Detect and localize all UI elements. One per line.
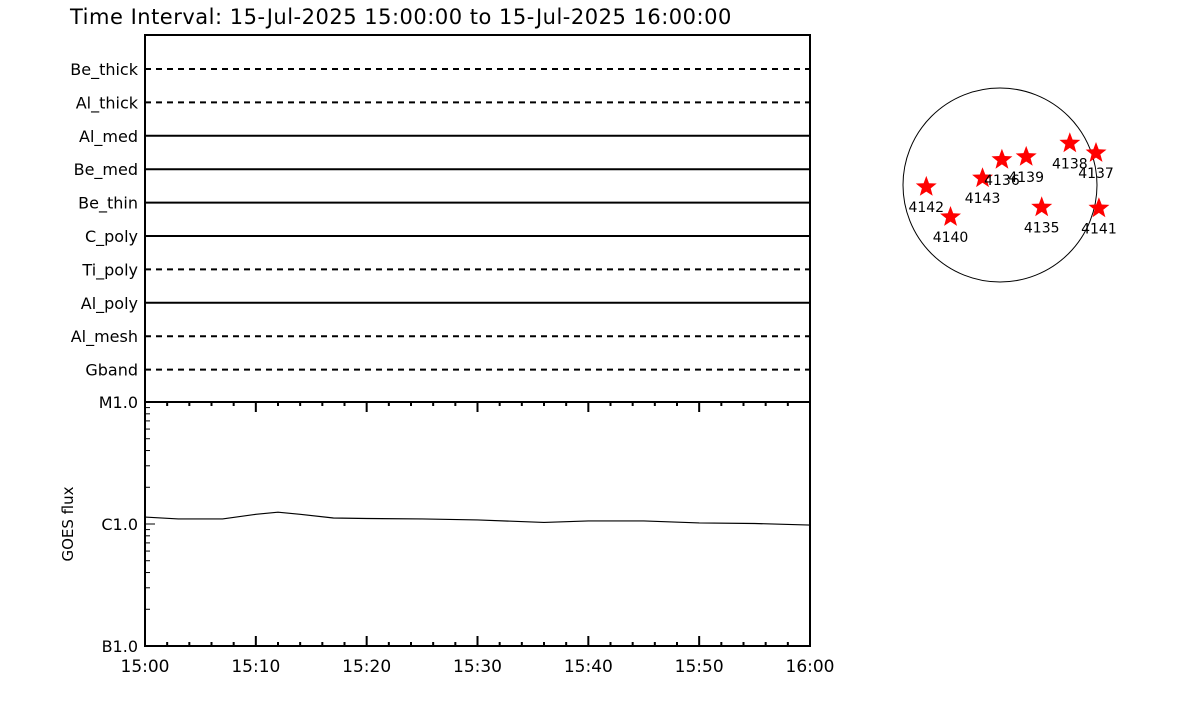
x-tick-label: 15:50: [675, 657, 724, 677]
y-tick-label: M1.0: [99, 393, 138, 412]
filter-label: Al_mesh: [71, 327, 138, 347]
filter-panel-frame: [144, 34, 811, 403]
filter-label: Be_thin: [78, 194, 138, 214]
filter-label: Al_thick: [76, 93, 139, 113]
region-label: 4140: [933, 230, 969, 246]
filter-label: Ti_poly: [81, 260, 138, 280]
filter-label: Al_poly: [81, 294, 138, 314]
x-tick-label: 15:20: [342, 657, 391, 677]
x-tick-label: 15:40: [564, 657, 613, 677]
region-label: 4137: [1078, 166, 1114, 182]
region-star-4139: [1015, 145, 1037, 166]
x-tick-label: 15:30: [453, 657, 502, 677]
x-tick-label: 15:00: [121, 657, 170, 677]
region-label: 4143: [965, 191, 1001, 207]
y-tick-label: C1.0: [101, 515, 138, 534]
region-star-4136: [991, 148, 1013, 169]
region-star-4143: [972, 167, 993, 188]
filter-label: Al_med: [79, 127, 138, 147]
region-star-4135: [1031, 196, 1053, 217]
filter-label: C_poly: [85, 227, 138, 247]
region-star-4142: [915, 175, 937, 196]
filter-label: Be_med: [74, 160, 138, 180]
region-label: 4142: [908, 200, 944, 216]
region-label: 4138: [1052, 156, 1088, 172]
region-label: 4135: [1024, 220, 1060, 236]
goes-panel-frame: [144, 401, 811, 647]
region-label: 4136: [984, 173, 1020, 189]
region-star-4140: [940, 206, 961, 226]
region-label: 4141: [1081, 221, 1117, 237]
region-label: 4139: [1008, 170, 1044, 186]
goes-flux-line: [144, 511, 811, 526]
chart-title: Time Interval: 15-Jul-2025 15:00:00 to 1…: [69, 5, 732, 29]
goes-panel: GOES flux 15:00 15:10 15:20 15:30 15:40 15:50…: [59, 393, 835, 677]
y-axis-label: GOES flux: [59, 486, 77, 561]
region-star-4141: [1088, 197, 1110, 218]
y-tick-label: B1.0: [102, 637, 138, 656]
region-star-4138: [1059, 132, 1081, 153]
filter-label: Be_thick: [70, 60, 138, 80]
solar-disk: [902, 87, 1098, 283]
x-tick-label: 16:00: [786, 657, 835, 677]
region-star-4137: [1085, 142, 1107, 162]
x-tick-label: 15:10: [231, 657, 280, 677]
filter-label: Gband: [85, 361, 138, 380]
filter-panel: Be_thick Al_thick Al_med Be_med Be_thin C_pol…: [70, 34, 811, 403]
